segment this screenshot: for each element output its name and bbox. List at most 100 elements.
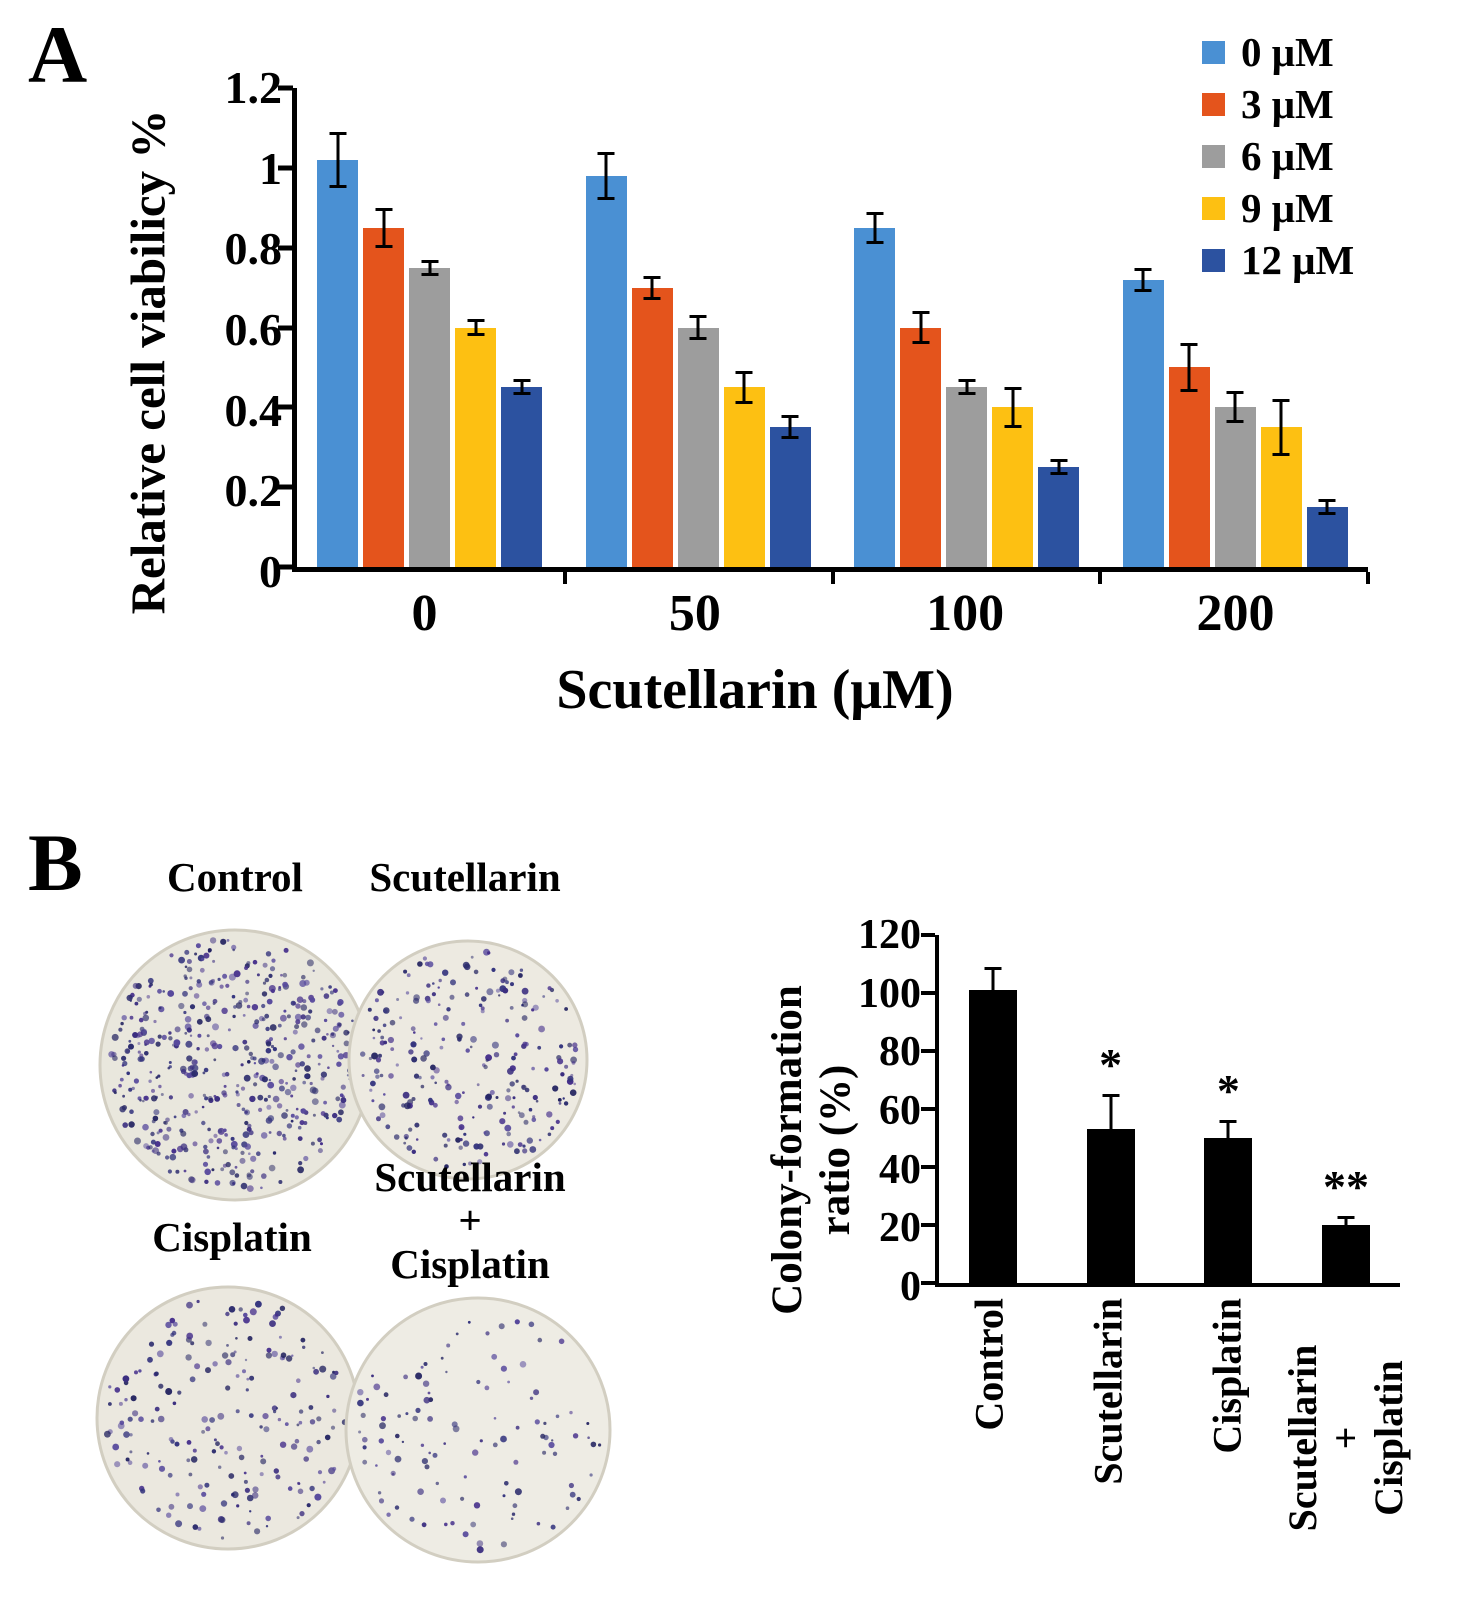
- error-bar-cap-bottom: [1180, 388, 1198, 392]
- bar-9-μM: [455, 319, 496, 567]
- colony-dish: [344, 1296, 612, 1564]
- dish-label-line: Scutellarin: [374, 1154, 566, 1200]
- error-bar-cap-top: [421, 259, 438, 263]
- significance-marker: **: [1322, 1161, 1369, 1213]
- bar-3-μM: [1168, 343, 1210, 567]
- y-axis-tick-mark: [278, 564, 293, 570]
- x-category-label: Scutellarin + Cisplatin: [1280, 1306, 1411, 1570]
- x-category: Cisplatin: [1179, 1298, 1275, 1598]
- legend-label: 3 μM: [1241, 81, 1334, 127]
- error-bar-cap-bottom: [689, 336, 707, 340]
- error-bar-line: [1226, 1123, 1230, 1153]
- bar-12-μM: [1038, 459, 1080, 567]
- error-bar-line: [382, 210, 385, 245]
- error-bar: [375, 207, 392, 248]
- error-bar-line: [991, 969, 995, 1011]
- error-bar-line: [1057, 462, 1061, 473]
- bar-9-μM: [723, 371, 765, 567]
- significance-marker: *: [1099, 1039, 1123, 1091]
- error-bar-cap-top: [912, 311, 930, 315]
- panel-a-label: A: [28, 9, 88, 100]
- error-bar-cap-bottom: [1272, 452, 1290, 456]
- x-category-label: Control: [966, 1298, 1012, 1431]
- error-bar-cap-bottom: [1337, 1230, 1355, 1234]
- y-axis-tick-label: 120: [858, 912, 921, 958]
- error-bar-cap-bottom: [1219, 1152, 1237, 1156]
- colony-x-categories: Control Scutellarin Cisplatin Scutellarin + C…: [935, 1298, 1411, 1598]
- x-category: Scutellarin + Cisplatin: [1280, 1298, 1411, 1598]
- y-axis-tick-label: 40: [879, 1146, 921, 1193]
- error-bar-cap-bottom: [1134, 288, 1152, 292]
- error-bar-cap-bottom: [735, 400, 753, 404]
- error-bar-cap-top: [1226, 391, 1244, 395]
- error-bar: [643, 275, 661, 300]
- y-axis-tick-label: 0: [900, 1264, 921, 1310]
- colony-bar: **: [1321, 1164, 1370, 1283]
- error-bar: [467, 319, 484, 336]
- y-axis-tick-mark: [921, 1281, 935, 1285]
- viability-y-axis-title: Relative cell viabilicy %: [120, 109, 176, 615]
- x-category-label: 200: [1196, 585, 1275, 642]
- y-axis-tick-mark: [921, 991, 935, 995]
- viability-x-axis-title: Scutellarin (μM): [556, 659, 954, 721]
- error-bar-cap-top: [984, 966, 1002, 970]
- error-bar-cap-bottom: [1102, 1161, 1120, 1165]
- error-bar-line: [1325, 502, 1329, 513]
- error-bar-cap-top: [866, 211, 884, 215]
- error-bar: [421, 259, 438, 276]
- x-category-label: Cisplatin: [1204, 1298, 1250, 1454]
- legend-label: 12 μM: [1241, 237, 1355, 283]
- legend-item: 12 μM: [1202, 234, 1354, 286]
- y-axis-tick-label: 0.2: [224, 465, 283, 517]
- error-bar-line: [604, 154, 608, 198]
- error-bar-cap-bottom: [984, 1010, 1002, 1014]
- y-axis-tick-mark: [921, 1107, 935, 1111]
- colony-y-ticks: 0 20 40 60 80 100 120: [833, 914, 921, 1308]
- error-bar: [329, 131, 346, 189]
- y-axis-tick-label: 80: [879, 1029, 921, 1076]
- y-axis-tick-label: 1.2: [224, 62, 283, 113]
- error-bar-cap-bottom: [375, 244, 392, 248]
- bar-9-μM: [1260, 399, 1302, 567]
- y-axis-tick-label: 60: [879, 1088, 921, 1134]
- error-bar-line: [1141, 270, 1145, 289]
- error-bar: [866, 211, 884, 244]
- dish-label: Cisplatin: [152, 1214, 312, 1260]
- error-bar-cap-bottom: [421, 272, 438, 276]
- error-bar-cap-top: [1337, 1216, 1355, 1220]
- error-bar-cap-bottom: [329, 185, 346, 189]
- colony-bar: *: [1086, 1042, 1135, 1283]
- bar-3-μM: [631, 275, 673, 567]
- panel-b-label: B: [28, 817, 83, 908]
- x-category-label: Scutellarin: [1085, 1298, 1131, 1485]
- bar-6-μM: [677, 315, 719, 567]
- x-category-label: 100: [926, 585, 1005, 642]
- colony-bar: *: [1204, 1068, 1253, 1283]
- x-category-line: Scutellarin: [1280, 1344, 1326, 1532]
- legend-label: 0 μM: [1241, 29, 1334, 75]
- error-bar-line: [1344, 1219, 1348, 1231]
- colony-dish: [98, 928, 372, 1202]
- bar-group: [854, 88, 1080, 567]
- error-bar-cap-top: [689, 315, 707, 319]
- error-bar-cap-top: [1272, 399, 1290, 403]
- error-bar: [1272, 399, 1290, 456]
- x-axis-tick-mark: [1366, 572, 1370, 584]
- y-axis-tick-label: 20: [879, 1205, 921, 1252]
- y-axis-tick-label: 1: [259, 142, 282, 194]
- viability-plot-area: [278, 85, 1370, 584]
- legend-item: 6 μM: [1202, 130, 1354, 182]
- y-axis-tick-mark: [921, 1223, 935, 1227]
- y-axis-tick-mark: [921, 1049, 935, 1053]
- error-bar-cap-top: [1180, 343, 1198, 347]
- error-bar-cap-bottom: [643, 296, 661, 300]
- error-bar-line: [1279, 402, 1283, 453]
- colony-bar: [969, 966, 1017, 1283]
- y-axis-tick-mark: [278, 325, 293, 330]
- y-axis-tick-label: 0: [259, 546, 282, 597]
- error-bar-line: [474, 322, 477, 333]
- bar-group: [317, 88, 542, 567]
- significance-marker: *: [1216, 1065, 1240, 1117]
- error-bar-line: [1011, 390, 1015, 425]
